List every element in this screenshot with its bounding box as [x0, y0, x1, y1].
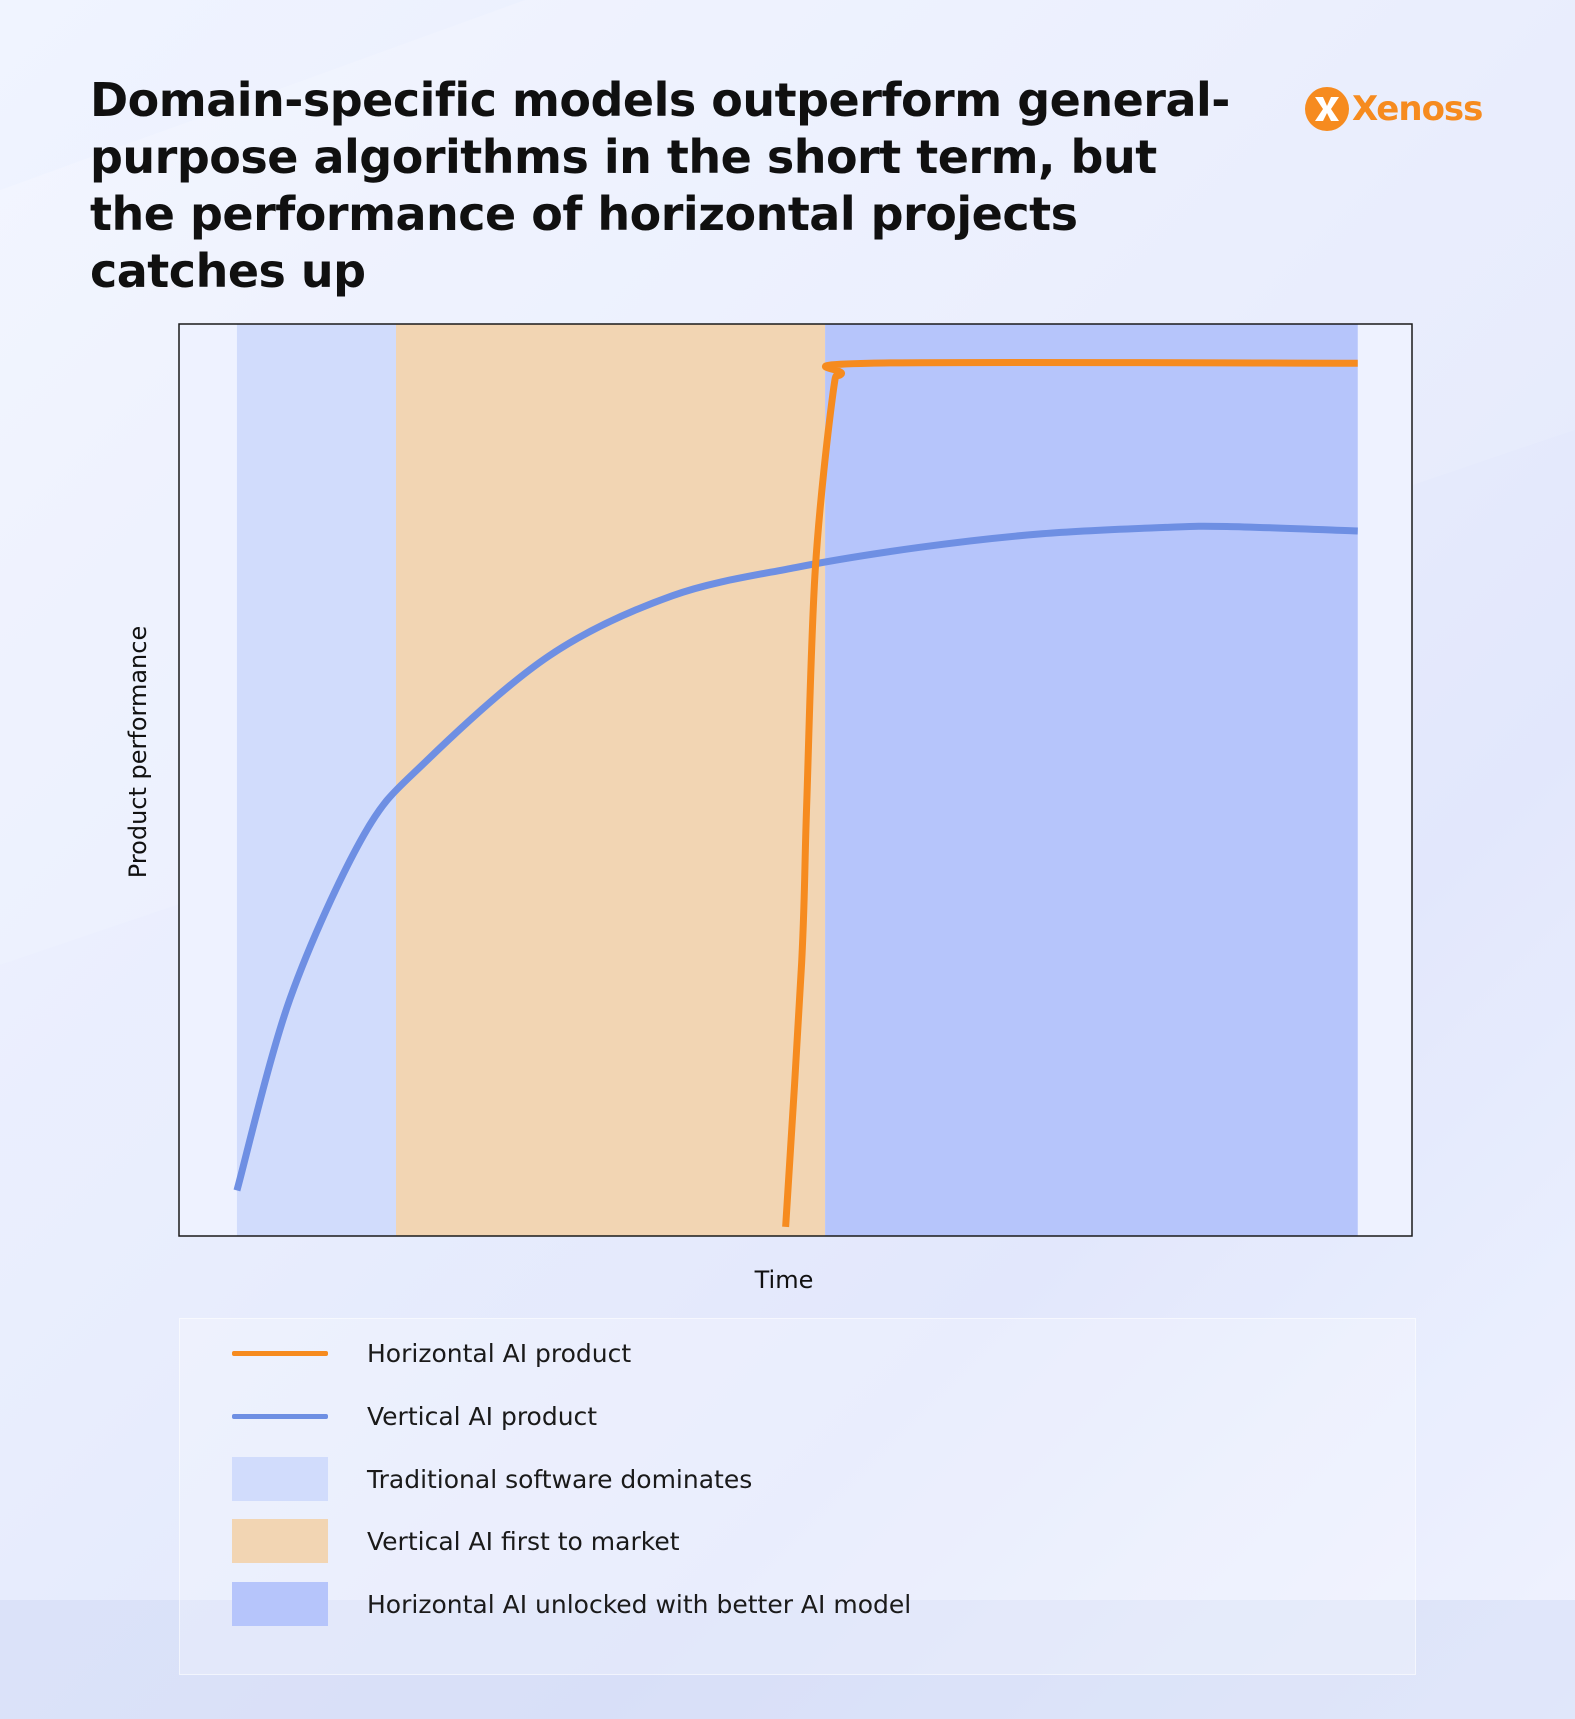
series-line-vertical-ai-product — [233, 522, 1358, 1192]
series-line-horizontal-ai-product — [782, 358, 1358, 1228]
legend-line-marker — [232, 1350, 328, 1356]
legend-swatch — [232, 1519, 328, 1563]
xenoss-logo: Xenoss — [1304, 84, 1483, 134]
legend-label: Horizontal AI unlocked with better AI mo… — [367, 1589, 912, 1619]
legend-label: Traditional software dominates — [367, 1464, 753, 1494]
legend-swatch — [232, 1457, 328, 1501]
y-axis-label: Product performance — [124, 626, 152, 878]
legend-item-vertical-ai-first-to-market: Vertical AI first to market — [232, 1519, 680, 1563]
x-axis-label: Time — [754, 1266, 814, 1294]
legend-label: Vertical AI first to market — [367, 1526, 680, 1556]
legend-box-marker — [232, 1457, 328, 1501]
chart-lines — [233, 358, 1358, 1228]
page-title: Domain-specific models outperform genera… — [90, 73, 1230, 298]
legend-label: Vertical AI product — [367, 1401, 598, 1431]
chart-regions — [236, 324, 1358, 1236]
legend-item-traditional-software-dominates: Traditional software dominates — [232, 1457, 752, 1501]
plot-frame — [178, 323, 1413, 1237]
legend-line-marker — [232, 1413, 328, 1419]
chart-legend: Horizontal AI product Vertical AI product… — [179, 1318, 1416, 1675]
legend-box-marker — [232, 1519, 328, 1563]
legend-item-horizontal-ai-unlocked-with-better-ai-model: Horizontal AI unlocked with better AI mo… — [232, 1582, 911, 1626]
region-horizontal-ai-unlocked-with-better-ai-model — [825, 324, 1358, 1236]
legend-swatch — [232, 1394, 328, 1438]
region-vertical-ai-first-to-market — [396, 324, 826, 1236]
logo-text: Xenoss — [1352, 89, 1483, 129]
legend-label: Horizontal AI product — [367, 1338, 632, 1368]
legend-item-vertical-ai-product: Vertical AI product — [232, 1394, 597, 1438]
legend-item-horizontal-ai-product: Horizontal AI product — [232, 1331, 631, 1375]
legend-swatch — [232, 1331, 328, 1375]
xenoss-logo-icon — [1305, 87, 1349, 131]
legend-swatch — [232, 1582, 328, 1626]
legend-box-marker — [232, 1582, 328, 1626]
